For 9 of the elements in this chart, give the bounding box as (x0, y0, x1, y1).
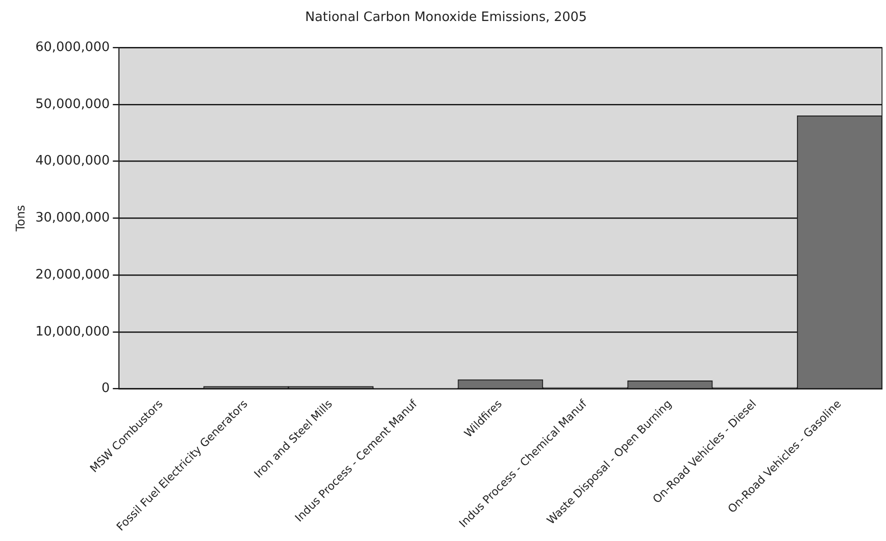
y-tick-label: 30,000,000 (35, 210, 110, 226)
y-axis-title: Tons (13, 204, 28, 232)
y-tick-label: 20,000,000 (35, 267, 110, 282)
y-tick-label: 10,000,000 (35, 324, 110, 340)
y-tick-label: 50,000,000 (35, 96, 110, 112)
y-tick-label: 40,000,000 (35, 154, 110, 169)
y-tick-label: 0 (102, 381, 110, 396)
y-tick-label: 60,000,000 (35, 40, 110, 55)
chart-title: National Carbon Monoxide Emissions, 2005 (305, 10, 587, 26)
